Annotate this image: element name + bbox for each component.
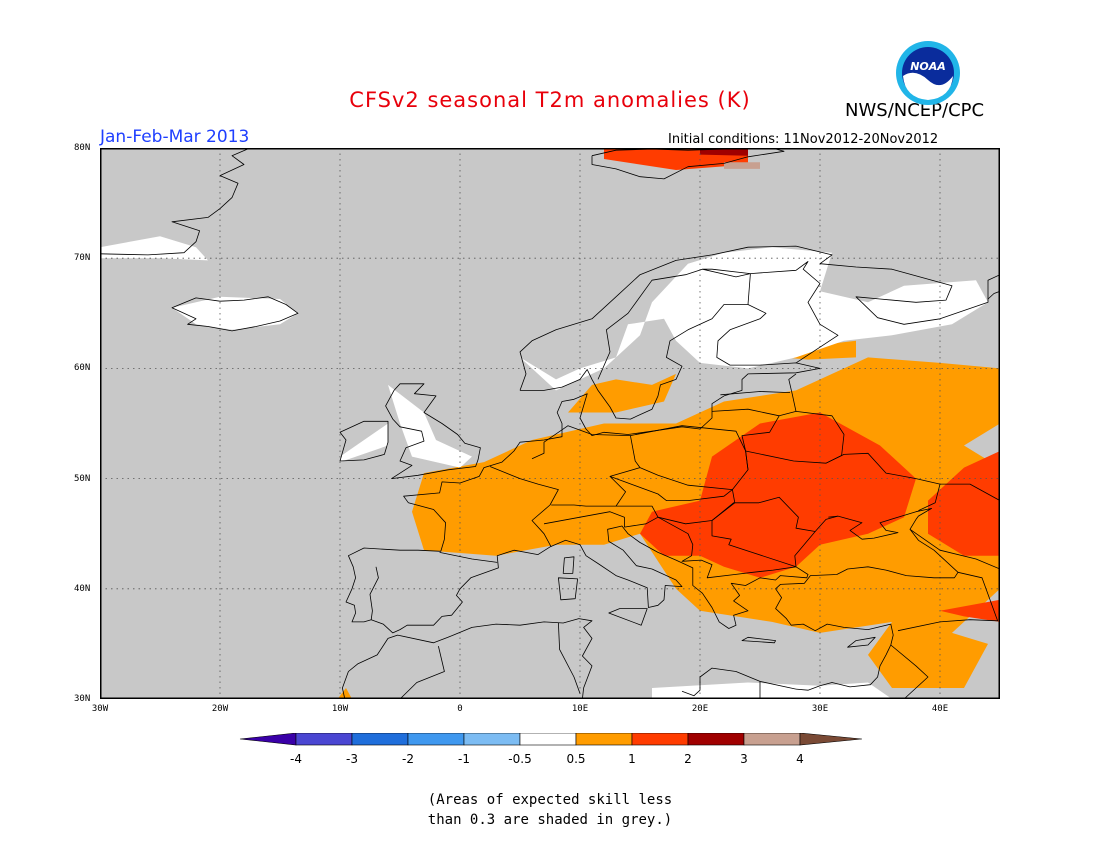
skill-note-line-2: than 0.3 are shaded in grey.) [427,812,673,828]
coastline-border-tunisia [558,622,581,694]
coastline-border-pyrenees [439,552,498,563]
coastline-border-norway-sweden [597,268,703,380]
anomaly-region-10 [520,247,988,391]
coastline-border-baltics-inner-2 [720,391,791,396]
coastline-border-cz-sk-hu [609,476,736,525]
anomaly-region-6 [337,688,352,699]
anomaly-map [100,148,1000,699]
map-title: CFSv2 seasonal T2m anomalies (K) [349,88,751,112]
coastline-continental-coast [345,368,959,691]
legend-swatch-5 [519,733,577,746]
coastline-border-baltics-inner [711,408,780,417]
legend-label: -2 [402,752,414,766]
lon-tick-label: 0 [457,704,463,714]
initial-conditions-label: Initial conditions: 11Nov2012-20Nov2012 [668,132,939,147]
coastline-libya-tunisia [681,667,797,697]
anomaly-region-15 [652,682,892,699]
anomaly-region-5 [940,599,1000,622]
legend-swatch-6 [575,733,633,746]
legend-label: -4 [290,752,302,766]
anomaly-region-4 [928,451,1000,556]
lat-tick-label: 70N [74,253,91,264]
coastline-border-russia [940,483,1000,501]
legend-label: -1 [458,752,470,766]
color-legend [239,733,862,746]
anomaly-region-1 [568,373,676,413]
skill-note: (Areas of expected skill less than 0.3 a… [0,790,1100,830]
legend-label: 3 [740,752,748,766]
coastline-border-balkans [624,496,816,579]
lon-tick-label: 30W [91,704,109,714]
coastline-scandinavia-s [520,304,821,420]
coastline-border-caucasus [909,528,1000,570]
coastline-sardinia [557,577,579,601]
coastline-iceland [171,296,299,332]
lat-tick-label: 80N [74,143,91,153]
anomaly-region-12 [340,423,388,463]
legend-swatch-2 [351,733,409,746]
legend-swatch-0 [239,733,297,746]
legend-label: 0.5 [566,752,586,766]
coastline-russia-n [987,290,1000,300]
legend-swatch-3 [407,733,465,746]
coastline-crete [741,636,776,644]
legend-swatch-4 [463,733,521,746]
anomaly-region-13 [172,296,298,330]
coastline-scandinavia [519,245,1000,391]
coastline-black-sea-n [828,515,839,518]
coastline-border-iberia [369,566,379,620]
legend-swatch-7 [631,733,689,746]
coastline-border-germany [531,425,641,507]
coastline-sicily [608,608,648,626]
legend-swatch-10 [799,733,862,746]
coastline-great-britain [385,383,481,480]
coastline-tunisia-algeria [341,618,593,699]
coastline-border-turkey [897,571,998,632]
anomaly-region-9 [724,162,760,169]
skill-note-line-1: (Areas of expected skill less [427,792,673,808]
legend-label: 2 [684,752,692,766]
legend-label: -0.5 [508,752,532,766]
lat-tick-label: 50N [74,473,91,484]
lon-tick-label: 40E [931,704,949,714]
lat-tick-label: 30N [74,694,91,704]
lon-tick-label: 10E [571,704,589,714]
noaa-logo-icon: NOAA [896,41,960,105]
map-frame [100,148,1000,699]
lon-tick-label: 20E [691,704,709,714]
coastline-border-baltics [741,373,797,452]
legend-label: -3 [346,752,358,766]
legend-label: 4 [796,752,804,766]
anomaly-region-3 [640,412,916,578]
coastline-border-alps [543,511,625,528]
legend-swatch-9 [743,733,801,746]
coastline-cyprus [847,636,876,648]
coastline-border-algeria [399,646,445,699]
lat-tick-label: 60N [74,363,91,374]
forecast-period: Jan-Feb-Mar 2013 [100,127,250,147]
lon-tick-label: 30E [811,704,829,714]
coastline-ireland [339,420,389,462]
coastline-corsica [562,556,575,574]
lon-tick-label: 20W [211,704,229,714]
coastline-border-belarus [795,411,845,464]
legend-swatch-8 [687,733,745,746]
coastline-border-ukraine [745,450,941,511]
svg-text:NOAA: NOAA [910,60,946,73]
coastline-border-levant [890,644,929,699]
coastline-border-france [489,466,559,548]
lat-tick-label: 40N [74,583,91,594]
organization-label: NWS/NCEP/CPC [845,100,985,121]
legend-label: 1 [628,752,636,766]
coastline-border-finland [702,261,839,364]
anomaly-region-8 [700,148,748,156]
legend-swatch-1 [295,733,353,746]
coastline-greenland [100,148,251,256]
lon-tick-label: 10W [331,704,349,714]
